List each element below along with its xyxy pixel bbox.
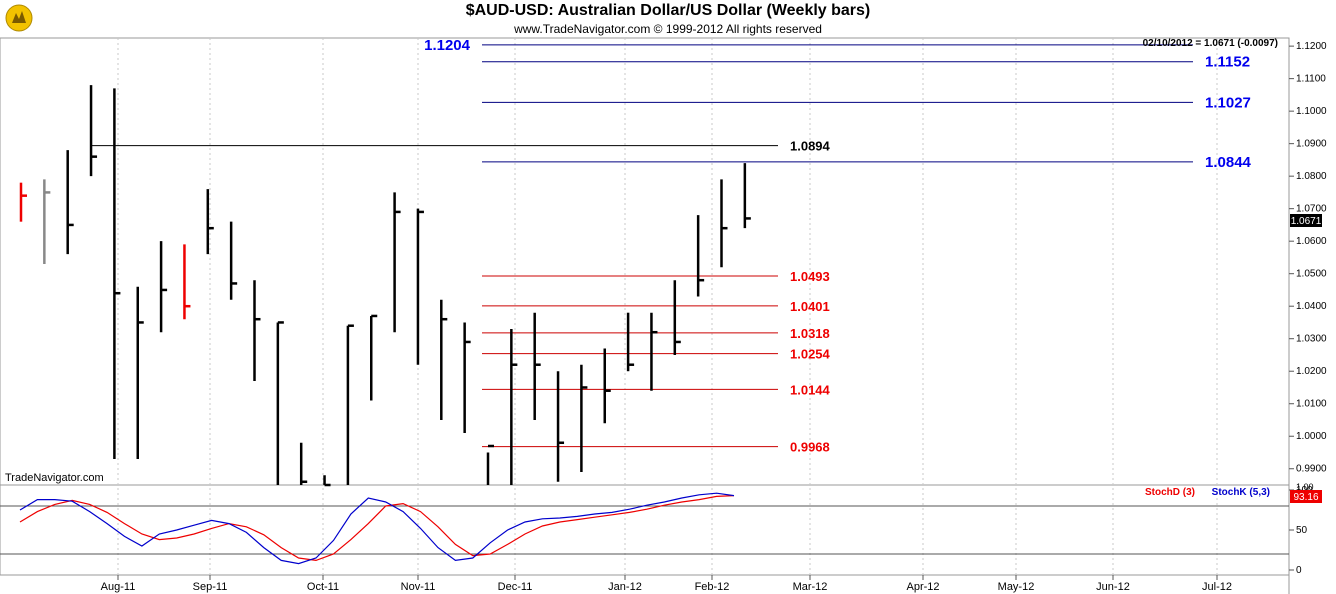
y-tick-label: 1.0700 <box>1296 204 1327 215</box>
chart-title: $AUD-USD: Australian Dollar/US Dollar (W… <box>465 2 871 19</box>
y-tick-label: 1.1000 <box>1296 106 1327 117</box>
level-label: 1.0844 <box>1205 154 1252 171</box>
stochastic-lines: 100500 <box>0 485 1313 576</box>
current-price-marker <box>1290 214 1322 227</box>
copyright-text: www.TradeNavigator.com © 1999-2012 All r… <box>514 22 822 36</box>
level-label: 1.1204 <box>424 37 471 54</box>
price-panel <box>0 37 1290 486</box>
level-label: 1.0401 <box>790 299 830 314</box>
ohlc-bars <box>19 85 751 487</box>
level-label: 1.1152 <box>1205 54 1250 71</box>
stoch-value-marker <box>1290 490 1322 503</box>
x-tick-label: Nov-11 <box>401 581 436 593</box>
level-label: 1.1027 <box>1205 94 1251 111</box>
x-tick-label: Dec-11 <box>498 581 533 593</box>
y-tick-label: 1.0500 <box>1296 269 1327 280</box>
y-tick-label-partial: 1.00 <box>1296 482 1314 492</box>
current-price-label: 1.0671 <box>1291 216 1322 227</box>
y-tick-label: 0.9900 <box>1296 464 1327 475</box>
right-axis-panel <box>1289 38 1336 594</box>
x-tick-label: Sep-11 <box>193 581 228 593</box>
price-axis: 1.12001.11001.10001.09001.08001.07001.06… <box>1289 41 1327 492</box>
y-tick-label: 1.0100 <box>1296 399 1327 410</box>
stochastic-panel <box>0 484 1290 576</box>
stochd-line <box>19 495 735 562</box>
x-tick-label: Jun-12 <box>1096 581 1130 593</box>
level-label: 1.0144 <box>790 382 831 397</box>
x-tick-label: Jul-12 <box>1202 581 1232 593</box>
y-tick-label: 1.1100 <box>1296 74 1326 85</box>
level-label: 1.0254 <box>790 347 831 362</box>
x-tick-label: Feb-12 <box>695 581 730 593</box>
y-tick-label: 1.0900 <box>1296 139 1327 150</box>
stochk-legend: StochK (5,3) <box>1212 487 1270 498</box>
y-tick-label: 1.0800 <box>1296 171 1327 182</box>
y-tick-label: 1.0000 <box>1296 431 1327 442</box>
x-tick-label: Oct-11 <box>307 581 339 593</box>
level-label: 0.9968 <box>790 440 830 455</box>
level-label: 1.0894 <box>790 139 831 154</box>
watermark-text: TradeNavigator.com <box>5 472 104 484</box>
y-tick-label: 1.0300 <box>1296 334 1327 345</box>
x-tick-label: Aug-11 <box>101 581 136 593</box>
y-tick-label: 1.0600 <box>1296 236 1327 247</box>
level-label: 1.0318 <box>790 326 830 341</box>
stochd-legend: StochD (3) <box>1145 487 1195 498</box>
x-tick-label: Mar-12 <box>793 581 828 593</box>
stochk-line <box>19 492 735 565</box>
stoch-value-label: 93.16 <box>1293 492 1318 503</box>
y-tick-label: 1.0200 <box>1296 366 1327 377</box>
x-tick-label: May-12 <box>998 581 1035 593</box>
stoch-tick-label: 0 <box>1296 565 1302 576</box>
y-tick-label: 1.0400 <box>1296 301 1327 312</box>
y-tick-label: 1.1200 <box>1296 41 1327 52</box>
trade-navigator-logo-icon <box>5 4 33 32</box>
time-axis: Aug-11 Sep-11 Oct-11 Nov-11 Dec-11 Jan-12 Feb-… <box>101 575 1232 593</box>
stoch-tick-label: 50 <box>1296 525 1308 536</box>
x-tick-label: Apr-12 <box>906 581 939 593</box>
x-tick-label: Jan-12 <box>608 581 642 593</box>
fibonacci-level-lines: 1.1204 1.1152 1.1027 1.0894 1.0844 1.0493 1.04… <box>90 37 1252 455</box>
level-label: 1.0493 <box>790 269 830 284</box>
chart-header: $AUD-USD: Australian Dollar/US Dollar (W… <box>0 0 1336 38</box>
last-value-readout: 02/10/2012 = 1.0671 (-0.0097) <box>1143 38 1278 49</box>
